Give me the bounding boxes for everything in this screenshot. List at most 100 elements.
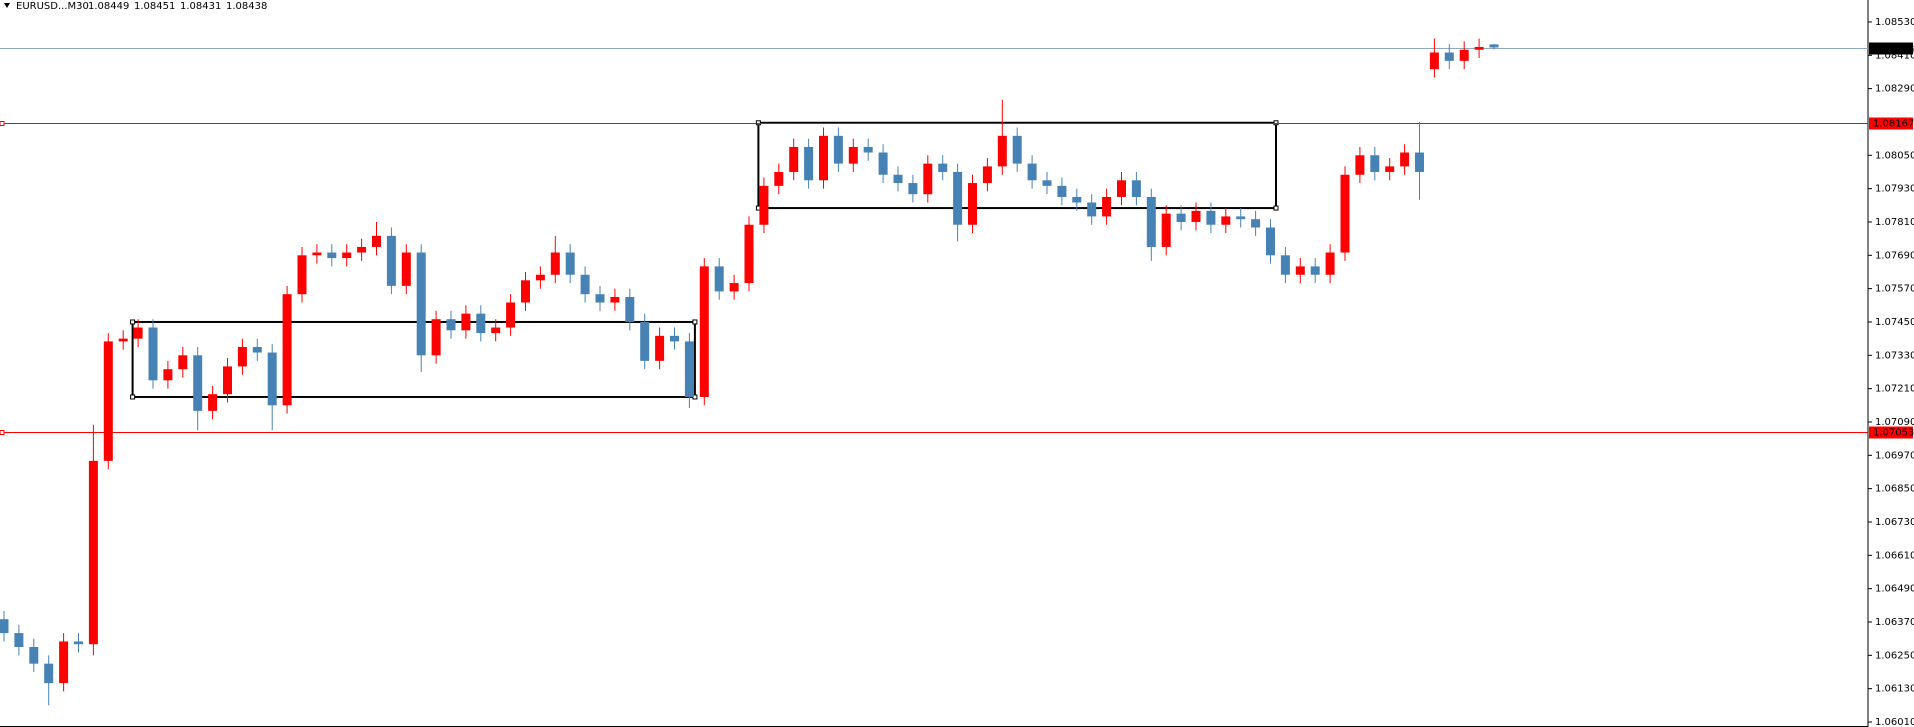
candle-body (953, 171, 963, 225)
candle-body (357, 246, 367, 253)
y-tick-label: 1.07570 (1875, 284, 1914, 295)
candle-body (1117, 180, 1126, 197)
candle-body (595, 294, 605, 303)
candle-body (640, 321, 650, 361)
box-handle (130, 394, 136, 400)
candle-body (491, 327, 501, 334)
y-tick-label: 1.06850 (1875, 484, 1914, 495)
candle-body (1489, 44, 1499, 48)
candle-body (372, 235, 381, 247)
candle-body (401, 252, 411, 286)
candle-body (1429, 52, 1439, 70)
candle-body (1295, 266, 1305, 275)
ohlc-open: 1.08449 (88, 1, 129, 12)
y-tick-label: 1.06610 (1875, 550, 1914, 561)
y-tick-label: 1.08410 (1875, 50, 1914, 61)
candle-body (431, 319, 441, 356)
candle-body (1012, 135, 1022, 164)
candle-body (1131, 180, 1141, 197)
candle-body (893, 174, 903, 184)
candle-body (655, 335, 665, 361)
price-label: 1.07053 (1873, 428, 1914, 439)
y-tick-label: 1.06250 (1875, 650, 1914, 661)
candle-body (1221, 216, 1231, 225)
candle-body (282, 294, 292, 406)
candle-body (461, 313, 471, 331)
candle-body (1102, 196, 1112, 217)
candle-body (1459, 49, 1469, 61)
candle-body (863, 146, 873, 153)
candle-body (997, 135, 1007, 167)
candle-body (1191, 210, 1201, 222)
candle-body (1206, 210, 1216, 225)
candle-body (223, 366, 232, 395)
box-handle (755, 120, 761, 126)
y-tick-label: 1.06970 (1875, 450, 1914, 461)
y-tick-label: 1.08290 (1875, 84, 1914, 95)
candle-body (29, 646, 39, 664)
candle-body (938, 163, 948, 172)
candle-body (789, 146, 799, 172)
ohlc-close: 1.08438 (226, 1, 267, 12)
candle-body (684, 341, 694, 397)
candle-body (1280, 255, 1290, 275)
y-tick-label: 1.06490 (1875, 584, 1914, 595)
candle-body (923, 163, 933, 195)
y-tick-label: 1.07330 (1875, 350, 1914, 361)
line-handle (0, 430, 5, 435)
candle-body (878, 152, 888, 175)
candle-body (1385, 166, 1395, 172)
y-tick-label: 1.06370 (1875, 617, 1914, 628)
menu-arrow[interactable] (4, 3, 10, 8)
price-label-bg (1869, 426, 1913, 439)
candle-body (1072, 196, 1082, 203)
price-label-bg (1869, 117, 1913, 130)
candle-body (312, 252, 322, 256)
line-handle (0, 121, 5, 126)
y-tick-label: 1.08050 (1875, 150, 1914, 161)
box-handle (692, 319, 698, 325)
candle-body (968, 183, 977, 225)
candle-body (1474, 46, 1484, 50)
y-tick-label: 1.07690 (1875, 250, 1914, 261)
candle-body (252, 346, 262, 353)
price-label: 1.08167 (1873, 119, 1914, 130)
candle-body (1251, 219, 1261, 228)
candle-body (729, 283, 739, 292)
y-tick-label: 1.06730 (1875, 517, 1914, 528)
ohlc-high: 1.08451 (134, 1, 175, 12)
candle-body (193, 355, 203, 411)
candle-body (416, 252, 426, 356)
candle-body (833, 135, 843, 164)
candle-body (1087, 202, 1097, 217)
candle-body (699, 266, 709, 397)
price-label: 1.08438 (1873, 44, 1914, 55)
candle-body (1146, 196, 1156, 247)
candle-body (133, 327, 143, 339)
price-label-bg (1869, 42, 1913, 55)
range-box (131, 320, 696, 398)
box-handle (130, 319, 136, 325)
candle-body (1042, 180, 1052, 186)
candle-body (476, 313, 486, 334)
y-tick-label: 1.07810 (1875, 217, 1914, 228)
candle-body (506, 302, 516, 328)
candle-body (670, 335, 679, 342)
y-tick-label: 1.07090 (1875, 417, 1914, 428)
range-box (757, 121, 1277, 210)
candle-body (1355, 155, 1365, 175)
candle-body (1415, 152, 1424, 172)
candle-body (580, 274, 590, 295)
candle-body (103, 341, 113, 461)
candle-body (267, 352, 277, 406)
candle-body (1161, 213, 1171, 247)
candle-body (74, 641, 83, 645)
candle-body (148, 327, 158, 381)
candle-body (1266, 227, 1275, 256)
candle-body (208, 394, 218, 411)
candle-body (759, 185, 769, 225)
candle-body (237, 346, 247, 367)
candle-body (1310, 266, 1320, 275)
